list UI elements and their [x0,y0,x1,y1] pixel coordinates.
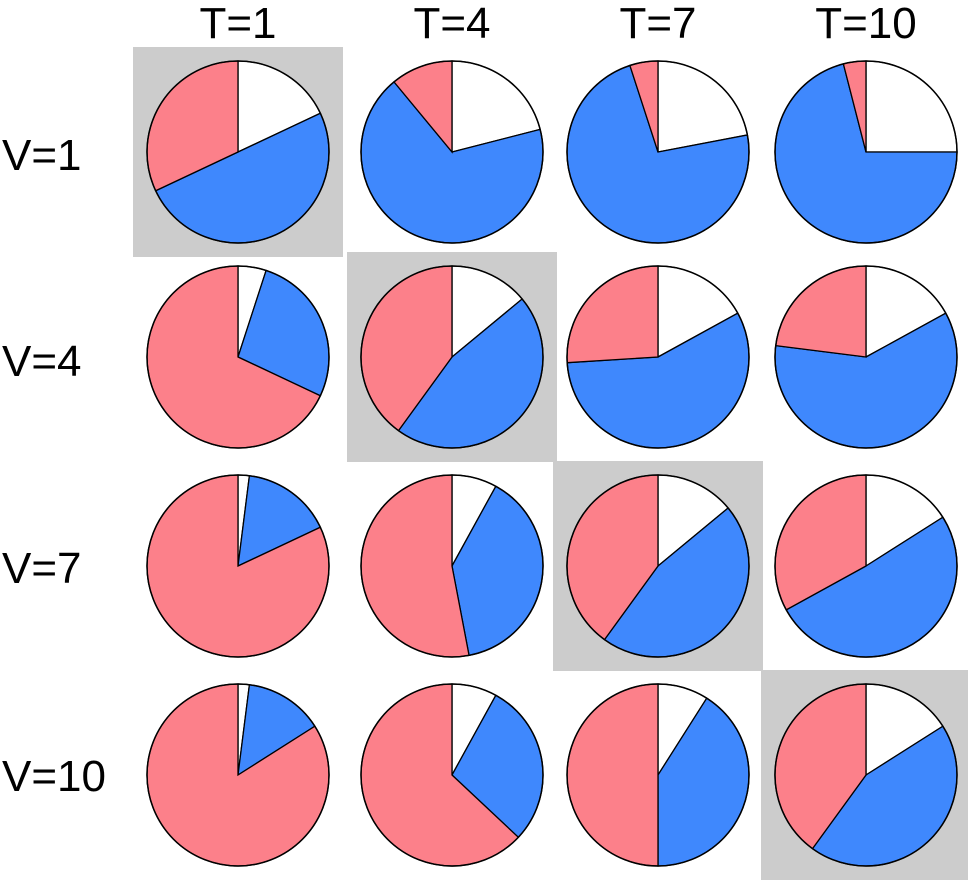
pie-outline-r4-c1 [146,683,330,867]
pie-outline-r3-c1 [146,474,330,658]
pie-r4-c4 [774,683,958,867]
pie-r3-c3 [566,474,750,658]
row-label-v7: V=7 [2,544,82,593]
pie-r1-c4 [774,60,958,244]
pie-r2-c1 [146,265,330,449]
pie-r1-c2 [360,60,544,244]
pie-r2-c4 [774,265,958,449]
pie-r1-c3 [566,60,750,244]
col-label-t7: T=7 [619,0,696,48]
pie-r3-c4 [774,474,958,658]
col-label-t1: T=1 [199,0,276,48]
pie-slice-red-r2-c4 [774,265,867,358]
pie-outline-r4-c3 [566,683,750,867]
pie-r4-c2 [360,683,544,867]
pie-r3-c1 [146,474,330,658]
row-label-v4: V=4 [2,337,82,386]
pie-slice-red-r4-c3 [566,683,659,867]
row-label-v10: V=10 [2,752,106,801]
pie-outline-r2-c1 [146,265,330,449]
pie-r2-c3 [566,265,750,449]
pie-outline-r1-c4 [774,60,958,244]
pie-r1-c1 [146,60,330,244]
pie-slice-white-r1-c4 [865,60,958,153]
pie-slice-red-r2-c3 [566,265,659,364]
pie-outline-r2-c3 [566,265,750,449]
col-label-t10: T=10 [815,0,917,48]
row-label-v1: V=1 [2,131,82,180]
pies-layer [146,60,958,867]
pie-r4-c1 [146,683,330,867]
pie-outline-r1-c1 [146,60,330,244]
pie-r2-c2 [360,265,544,449]
pie-outline-r4-c2 [360,683,544,867]
pie-outline-r2-c4 [774,265,958,449]
pie-outline-r2-c2 [360,265,544,449]
pie-outline-r1-c2 [360,60,544,244]
col-label-t4: T=4 [413,0,490,48]
pie-outline-r3-c4 [774,474,958,658]
pie-r3-c2 [360,474,544,658]
pie-outline-r1-c3 [566,60,750,244]
pie-outline-r3-c2 [360,474,544,658]
pie-r4-c3 [566,683,750,867]
pie-outline-r3-c3 [566,474,750,658]
pie-outline-r4-c4 [774,683,958,867]
